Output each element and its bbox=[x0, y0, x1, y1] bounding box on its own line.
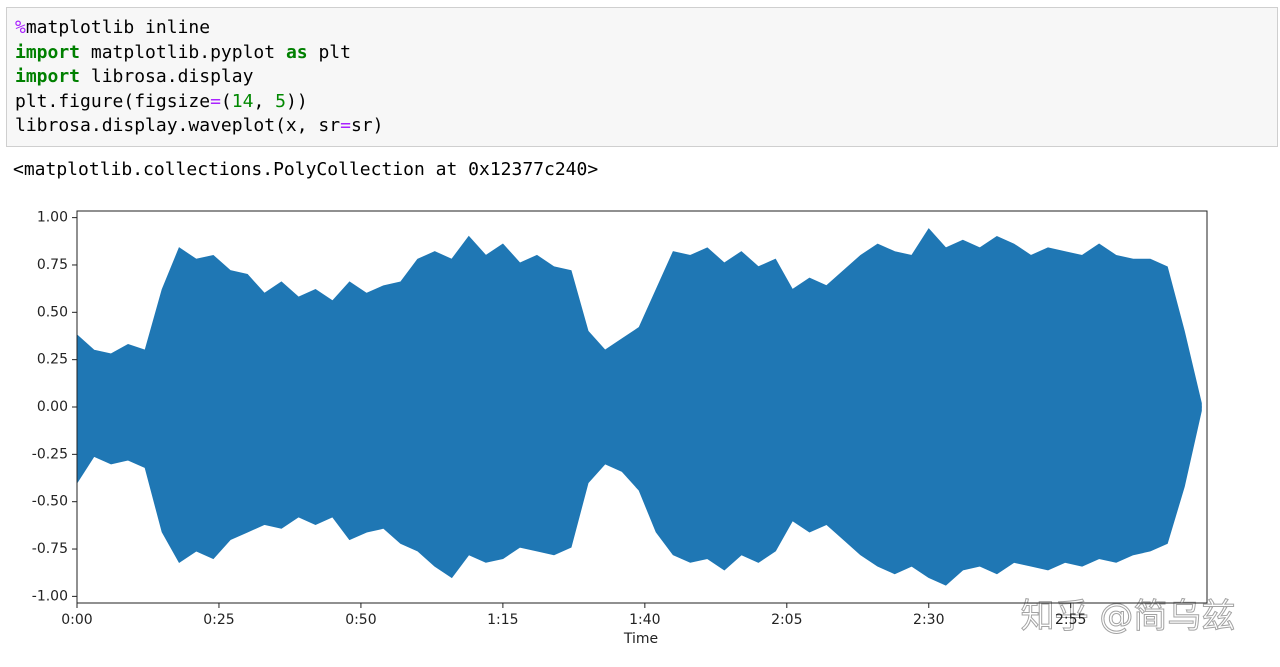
code-token: sr) bbox=[350, 115, 384, 137]
x-tick-label: 0:50 bbox=[345, 612, 376, 628]
waveform bbox=[76, 406, 1202, 586]
code-token: = bbox=[210, 90, 221, 112]
code-token: % bbox=[15, 17, 26, 38]
code-line: plt.figure(figsize=(14, 5)) bbox=[15, 90, 383, 115]
y-tick-label: -1.00 bbox=[32, 588, 68, 604]
code-token: librosa.display bbox=[80, 66, 254, 88]
code-token: matplotlib.pyplot bbox=[80, 41, 286, 63]
x-tick-label: 0:00 bbox=[61, 612, 92, 628]
code-token: plt bbox=[307, 41, 351, 63]
y-tick-label: -0.75 bbox=[32, 541, 68, 557]
code-line: %matplotlib inline bbox=[15, 16, 383, 41]
code-token: )) bbox=[285, 90, 308, 112]
code-token: 5 bbox=[275, 90, 286, 112]
code-token: as bbox=[285, 41, 308, 63]
y-tick-label: 0.25 bbox=[37, 352, 68, 368]
code-token: 14 bbox=[231, 90, 254, 112]
x-tick-label: 2:55 bbox=[1055, 612, 1086, 628]
code-line: import matplotlib.pyplot as plt bbox=[15, 41, 383, 66]
code-token: librosa.display.waveplot(x, sr bbox=[15, 115, 341, 137]
code-token: , bbox=[253, 90, 276, 112]
x-tick-label: 2:30 bbox=[913, 612, 944, 628]
code-token: import bbox=[15, 41, 81, 63]
code-token: matplotlib inline bbox=[25, 17, 211, 38]
code-token: ( bbox=[220, 90, 232, 112]
x-tick-label: 1:40 bbox=[629, 612, 660, 628]
code-cell[interactable]: %matplotlib inline import matplotlib.pypl… bbox=[6, 7, 1278, 147]
code-token: plt.figure(figsize bbox=[15, 90, 211, 112]
x-tick-label: 1:15 bbox=[487, 612, 518, 628]
y-tick-label: 0.50 bbox=[37, 304, 68, 320]
output: <matplotlib.collections.PolyCollection a… bbox=[13, 159, 599, 180]
code-line: librosa.display.waveplot(x, sr=sr) bbox=[15, 114, 383, 139]
y-tick-label: 0.75 bbox=[37, 257, 68, 273]
code-token: import bbox=[15, 66, 81, 88]
code-line: import librosa.display bbox=[15, 65, 383, 90]
y-tick-label: -0.50 bbox=[32, 494, 68, 510]
waveform bbox=[76, 228, 1202, 408]
y-tick-label: 0.00 bbox=[37, 399, 68, 415]
y-tick-label: -0.25 bbox=[32, 446, 68, 462]
x-tick-label: 0:25 bbox=[203, 612, 234, 628]
code-token: = bbox=[340, 115, 351, 137]
code: %matplotlib inline import matplotlib.pypl… bbox=[15, 16, 383, 139]
y-tick-label: 1.00 bbox=[37, 210, 68, 226]
x-tick-label: 2:05 bbox=[771, 612, 802, 628]
x-axis-label: Time bbox=[623, 631, 658, 647]
